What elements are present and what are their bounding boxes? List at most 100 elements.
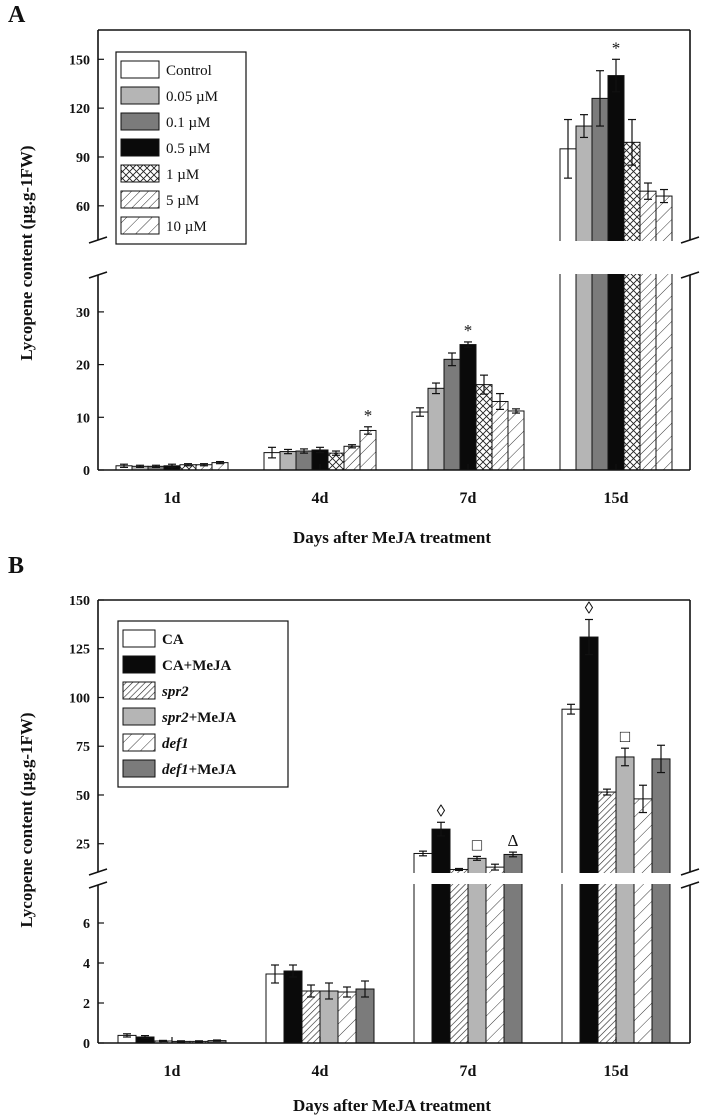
panel-a-bar [343, 445, 361, 471]
panel-a-y-axis-label: Lycopene content (µg.g-1FW) [17, 145, 36, 360]
panel-b-bar [485, 866, 505, 1044]
panel-b-legend-swatch [122, 707, 156, 726]
panel-b-bar [283, 970, 303, 1044]
panel-a-bar [475, 384, 493, 471]
panel-b-axis-break-mark [88, 868, 108, 876]
panel-b-y-tick-label: 6 [83, 917, 90, 932]
panel-a-bar [459, 344, 477, 471]
panel-a-y-tick-label: 30 [76, 306, 90, 321]
panel-b-axis-break-gap [68, 873, 710, 884]
panel-a-legend-swatch [120, 216, 160, 235]
panel-a-bar [655, 195, 673, 471]
panel-a-bar [295, 450, 313, 471]
panel-a-legend-label: 10 µM [166, 219, 207, 235]
panel-a-bar [591, 97, 609, 471]
legend-label-name: def1 [162, 736, 189, 752]
panel-b-x-tick-label: 4d [312, 1063, 329, 1080]
legend-label-name: def1 [162, 762, 189, 778]
panel-a-axes: 1d 4d 7d 15d 0 10 20 30 60 90 120 150 * * * [68, 29, 710, 507]
panel-a-y-tick-label: 120 [69, 102, 90, 117]
panel-a-axis-break-mark [88, 236, 108, 244]
panel-a-y-tick-label: 10 [76, 411, 90, 426]
panel-b-legend-label: spr2+MeJA [161, 710, 237, 726]
panel-a-legend-swatch [120, 138, 160, 157]
panel-a-x-tick-label: 7d [460, 490, 477, 507]
panel-a-legend-label: 0.1 µM [166, 115, 210, 131]
panel-b-y-tick-label: 75 [76, 740, 90, 755]
panel-b-legend-swatch [122, 629, 156, 648]
legend-label-name: spr2 [161, 684, 189, 700]
panel-a-significance-marker: * [464, 321, 473, 340]
legend-label-name: spr2 [161, 710, 189, 726]
legend-label-name: 0.5 µM [166, 141, 210, 157]
panel-a-x-tick-label: 1d [164, 490, 181, 507]
panel-a-legend: Control 0.05 µM 0.1 µM 0.5 µM 1 µM 5 µM 10 µM [115, 51, 247, 245]
panel-b-legend-swatch [122, 655, 156, 674]
panel-a-bar [623, 141, 641, 471]
panel-b-axis-break-mark [680, 881, 700, 889]
legend-label-name: 0.05 µM [166, 89, 218, 105]
panel-a-bar [411, 411, 429, 471]
panel-b-bar [337, 991, 357, 1044]
panel-label-b: B [8, 553, 24, 579]
legend-label-suffix: +MeJA [184, 658, 232, 674]
panel-b-axis-break-mark [88, 881, 108, 889]
panel-a-significance-marker: * [612, 38, 621, 57]
legend-label-name: 5 µM [166, 193, 199, 209]
panel-b-axis-break-mark [680, 868, 700, 876]
panel-b-y-tick-label: 0 [83, 1037, 90, 1052]
panel-b-bar [467, 857, 487, 1044]
panel-a-bar [359, 429, 377, 471]
panel-b-legend-swatch [122, 681, 156, 700]
panel-a-bar [279, 451, 297, 471]
legend-label-name: CA [162, 632, 184, 648]
panel-b-significance-marker: □ [472, 835, 482, 854]
panel-a-legend-label: Control [166, 63, 212, 79]
panel-a-legend-swatch [120, 112, 160, 131]
panel-b-y-tick-label: 2 [83, 997, 90, 1012]
legend-label-suffix: +MeJA [189, 762, 237, 778]
panel-b-x-tick-label: 1d [164, 1063, 181, 1080]
panel-b-y-tick-label: 4 [83, 957, 90, 972]
legend-label-name: CA [162, 658, 184, 674]
panel-b-significance-marker: □ [620, 727, 630, 746]
panel-a-legend-swatch [120, 86, 160, 105]
panel-b-y-axis-label: Lycopene content (µg.g-1FW) [17, 712, 36, 927]
panel-b-legend-box [117, 620, 289, 788]
panel-b-y-tick-label: 150 [69, 594, 90, 609]
panel-b-y-tick-label: 25 [76, 838, 90, 853]
panel-b-bar [579, 636, 599, 1044]
panel-a-y-tick-label: 60 [76, 200, 90, 215]
legend-label-name: Control [166, 63, 212, 79]
panel-a-axis-break-mark [680, 271, 700, 279]
panel-a-y-tick-label: 20 [76, 359, 90, 374]
panel-b-x-tick-label: 15d [604, 1063, 629, 1080]
panel-a-y-tick-label: 0 [83, 464, 90, 479]
panel-b-legend-label: CA [162, 632, 184, 648]
legend-label-name: 1 µM [166, 167, 199, 183]
legend-label-suffix: +MeJA [189, 710, 237, 726]
panel-b-bar [265, 973, 285, 1044]
panel-b-y-tick-label: 125 [69, 643, 90, 658]
panel-b-bar [449, 868, 469, 1044]
panel-b-bar [615, 756, 635, 1044]
panel-b-bar [633, 798, 653, 1044]
legend-label-name: 0.1 µM [166, 115, 210, 131]
panel-a-legend-swatch [120, 60, 160, 79]
panel-a: A 1d 4d 7d 15d 0 10 20 30 60 90 120 150 * * * Control 0… [8, 2, 710, 547]
panel-b-legend-label: CA+MeJA [162, 658, 232, 674]
panel-b-x-tick-label: 7d [460, 1063, 477, 1080]
panel-a-legend-swatch [120, 190, 160, 209]
panel-a-axis-break-mark [88, 271, 108, 279]
panel-b-bar [301, 990, 321, 1044]
panel-a-bar [575, 125, 593, 471]
panel-b-legend-label: def1 [162, 736, 189, 752]
panel-b-y-tick-label: 50 [76, 789, 90, 804]
panel-a-bar [507, 410, 525, 471]
panel-a-bar [427, 387, 445, 471]
panel-a-bar [559, 148, 577, 471]
panel-label-a: A [8, 2, 26, 28]
